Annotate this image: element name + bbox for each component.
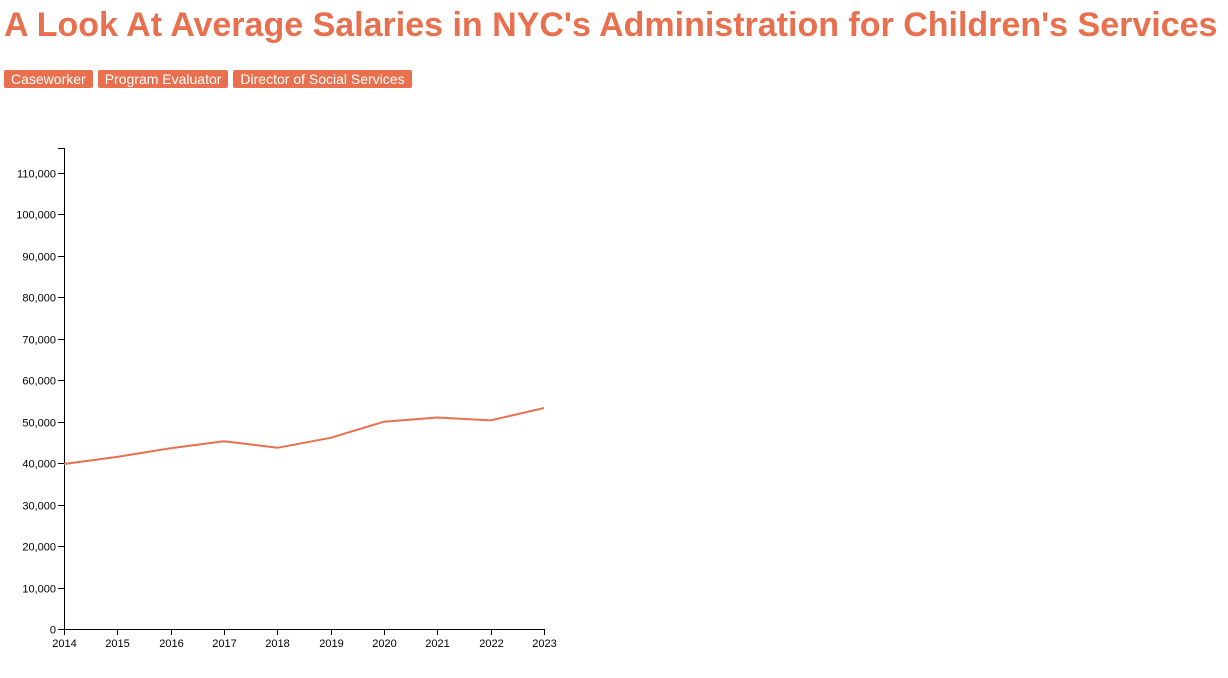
director-of-social-services-button[interactable]: Director of Social Services	[233, 70, 412, 88]
y-tick-label: 20,000	[22, 542, 56, 554]
y-axis-line	[58, 148, 65, 630]
y-tick-label: 50,000	[22, 418, 56, 430]
y-tick-label: 70,000	[22, 335, 56, 347]
series-layer	[63, 407, 545, 465]
y-tick-label: 0	[50, 625, 56, 637]
x-axis: 2014 2015 2016 2017 2018 2019 2020 2021 2022 2023	[52, 629, 557, 650]
y-tick-label: 10,000	[22, 584, 56, 596]
x-tick-label: 2016	[159, 638, 183, 650]
x-tick-label: 2018	[265, 638, 289, 650]
caseworker-button[interactable]: Caseworker	[4, 70, 93, 88]
x-tick-label: 2019	[319, 638, 343, 650]
y-tick-label: 60,000	[22, 376, 56, 388]
x-tick-label: 2020	[372, 638, 396, 650]
x-tick-label: 2015	[105, 638, 129, 650]
y-axis: 0 10,000 20,000 30,000 40,000 50,000 60,000 70,…	[16, 148, 65, 637]
y-tick-label: 90,000	[22, 252, 56, 264]
y-tick-label: 80,000	[22, 293, 56, 305]
y-tick-label: 100,000	[16, 210, 56, 222]
x-tick-label: 2021	[425, 638, 449, 650]
program-evaluator-button[interactable]: Program Evaluator	[97, 70, 229, 88]
y-tick-label: 30,000	[22, 501, 56, 513]
x-tick-label: 2014	[52, 638, 76, 650]
page-title: A Look At Average Salaries in NYC's Admi…	[4, 6, 1218, 44]
y-tick-label: 110,000	[17, 169, 56, 181]
x-tick-label: 2017	[212, 638, 236, 650]
job-title-selector: Caseworker Program Evaluator Director of…	[4, 70, 412, 88]
salary-series-line	[63, 407, 545, 465]
y-tick-label: 40,000	[22, 459, 56, 471]
x-tick-label: 2023	[532, 638, 556, 650]
x-tick-label: 2022	[479, 638, 503, 650]
